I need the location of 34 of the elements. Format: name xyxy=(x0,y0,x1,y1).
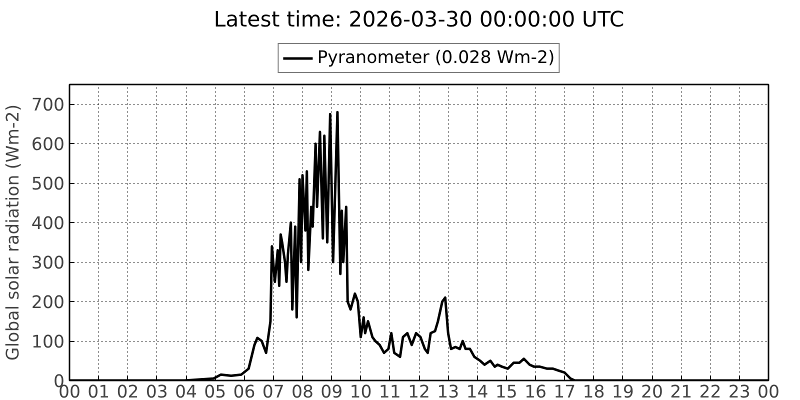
x-tick-label: 08 xyxy=(291,382,314,400)
x-tick-label: 04 xyxy=(174,382,198,400)
chart-title: Latest time: 2026-03-30 00:00:00 UTC xyxy=(214,8,624,32)
x-tick-label: 17 xyxy=(554,382,576,400)
y-tick-label: 600 xyxy=(31,135,65,156)
legend-label: Pyranometer (0.028 Wm-2) xyxy=(317,48,555,68)
y-tick-label: 500 xyxy=(31,174,65,195)
x-tick-label: 13 xyxy=(437,382,460,400)
x-tick-label: 07 xyxy=(262,382,284,400)
x-tick-label: 00 xyxy=(757,382,780,400)
x-tick-label: 01 xyxy=(88,382,110,400)
x-tick-label: 21 xyxy=(670,382,692,400)
x-tick-label: 23 xyxy=(728,382,750,400)
y-tick-label: 100 xyxy=(31,332,65,353)
x-tick-label: 22 xyxy=(699,382,722,400)
x-tick-label: 06 xyxy=(233,382,256,400)
x-tick-label: 02 xyxy=(116,382,139,400)
x-tick-label: 18 xyxy=(582,382,605,400)
x-tick-label: 20 xyxy=(640,382,664,400)
y-axis-title: Global solar radiation (Wm-2) xyxy=(3,104,24,361)
x-tick-label: 14 xyxy=(466,382,488,400)
x-tick-label: 19 xyxy=(612,382,634,400)
y-tick-label: 400 xyxy=(31,214,65,234)
x-tick-label: 16 xyxy=(524,382,547,400)
x-tick-label: 15 xyxy=(495,382,518,400)
x-tick-label: 10 xyxy=(350,382,372,400)
x-tick-label: 05 xyxy=(204,382,226,400)
y-tick-label: 300 xyxy=(31,254,65,274)
x-tick-label: 11 xyxy=(378,382,401,400)
y-tick-label: 700 xyxy=(31,96,65,116)
x-tick-label: 09 xyxy=(320,382,343,400)
x-tick-label: 12 xyxy=(408,382,430,400)
x-tick-label: 03 xyxy=(146,382,168,400)
y-tick-label: 200 xyxy=(31,293,65,314)
